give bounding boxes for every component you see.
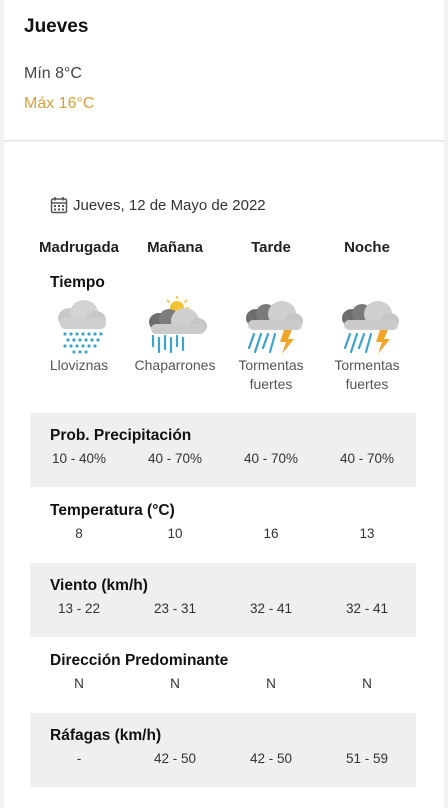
period-tarde: Tarde xyxy=(251,239,291,256)
row-value: 40 - 70% xyxy=(147,451,203,466)
min-temperature: Mín 8°C xyxy=(24,65,82,82)
precipitation-row: Prob. Precipitación 10 - 40% 40 - 70% 40… xyxy=(30,413,416,487)
row-value: 10 xyxy=(167,526,183,541)
period-noche: Noche xyxy=(344,239,390,256)
temperature-row: Temperatura (°C) 8 10 16 13 xyxy=(30,488,416,562)
row-value: 51 - 59 xyxy=(345,751,389,766)
row-value: 10 - 40% xyxy=(51,451,107,466)
row-title: Viento (km/h) xyxy=(50,577,148,594)
row-value: 8 xyxy=(75,526,83,541)
weather-desc-madrugada: Lloviznas xyxy=(49,357,109,373)
day-detail-card: Jueves, 12 de Mayo de 2022 Madrugada Mañ… xyxy=(4,142,444,808)
row-title: Prob. Precipitación xyxy=(50,427,192,444)
max-temperature: Máx 16°C xyxy=(24,95,95,112)
period-madrugada: Madrugada xyxy=(38,239,119,256)
row-value: - xyxy=(76,751,82,766)
forecast-date: Jueves, 12 de Mayo de 2022 xyxy=(73,196,266,214)
day-summary-card[interactable]: Jueves Mín 8°C Máx 16°C xyxy=(4,0,444,141)
gusts-row: Ráfagas (km/h) - 42 - 50 42 - 50 51 - 59 xyxy=(30,713,416,787)
row-value: 16 xyxy=(263,526,279,541)
thunderstorm-icon xyxy=(246,301,303,354)
row-value: 13 - 22 xyxy=(57,601,101,616)
period-manana: Mañana xyxy=(147,239,203,256)
row-value: 32 - 41 xyxy=(345,601,389,616)
row-value: 13 xyxy=(359,526,375,541)
row-value: N xyxy=(74,676,84,691)
row-value: 42 - 50 xyxy=(249,751,293,766)
row-title: Temperatura (°C) xyxy=(50,502,175,519)
weather-desc-manana: Chaparrones xyxy=(134,357,216,373)
showers-sun-cloud-icon xyxy=(149,296,207,354)
row-value: 42 - 50 xyxy=(153,751,197,766)
date-row: Jueves, 12 de Mayo de 2022 xyxy=(50,196,266,214)
drizzle-cloud-icon xyxy=(58,300,106,354)
weather-section-title: Tiempo xyxy=(50,274,105,291)
calendar-icon xyxy=(50,197,68,214)
row-value: 40 - 70% xyxy=(339,451,395,466)
row-value: N xyxy=(362,676,372,691)
row-title: Dirección Predominante xyxy=(50,652,229,669)
row-value: 40 - 70% xyxy=(243,451,299,466)
wind-direction-row: Dirección Predominante N N N N xyxy=(30,638,416,712)
weather-desc-tarde: Tormentas fuertes xyxy=(238,357,304,392)
row-title: Ráfagas (km/h) xyxy=(50,727,162,744)
row-value: 23 - 31 xyxy=(153,601,197,616)
wind-row: Viento (km/h) 13 - 22 23 - 31 32 - 41 32… xyxy=(30,563,416,637)
row-value: N xyxy=(266,676,276,691)
row-value: N xyxy=(170,676,180,691)
thunderstorm-icon xyxy=(342,301,399,354)
weather-desc-noche: Tormentas fuertes xyxy=(334,357,400,392)
row-value: 32 - 41 xyxy=(249,601,293,616)
day-title: Jueves xyxy=(24,16,89,37)
